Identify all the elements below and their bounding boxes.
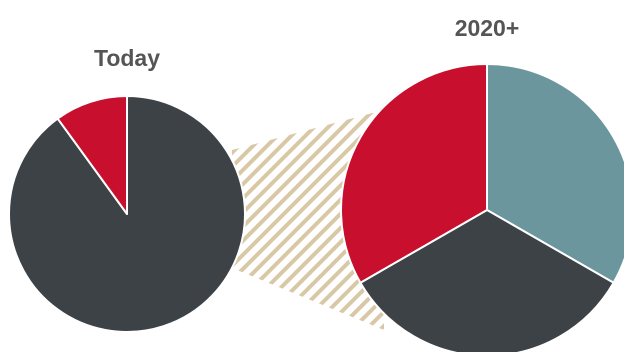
pie-2020-plus-slice-3 [340, 63, 488, 284]
pie-today-slice-2 [56, 95, 128, 215]
pie-today-title: Today [94, 45, 160, 71]
pie-2020-plus-title: 2020+ [455, 15, 520, 41]
pie-2020-plus-slice-2 [359, 209, 615, 352]
pie-today [8, 95, 246, 333]
pie-2020-plus-slice-1 [486, 63, 624, 284]
pie-2020-plus [340, 63, 624, 352]
zoom-connector-band [232, 110, 384, 330]
